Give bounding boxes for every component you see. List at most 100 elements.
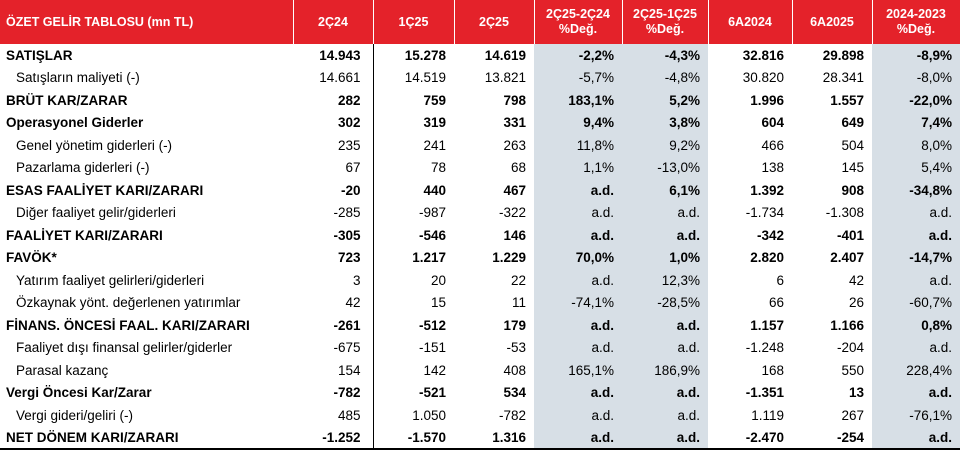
row-value: -22,0% — [872, 89, 960, 112]
header-text-line: 2024-2023 — [886, 7, 946, 21]
row-value: -1.351 — [745, 385, 784, 401]
table-row: NET DÖNEM KARI/ZARARI -1.252 -1.570 1.316 a.… — [0, 426, 960, 450]
row-value: 145 — [841, 160, 864, 176]
header-row: ÖZET GELİR TABLOSU (mn TL) 2Ç24 1Ç25 2Ç25 2Ç… — [0, 0, 960, 44]
row-value: -8,0% — [872, 66, 960, 89]
table-row: Yatırım faaliyet gelirleri/giderleri 3 20 2… — [0, 269, 960, 292]
row-value: -13,0% — [622, 156, 708, 179]
row-value: 1.157 — [750, 317, 784, 333]
row-value: -521 — [372, 381, 454, 404]
row-label: FAALİYET KARI/ZARARI — [6, 227, 163, 243]
header-title: ÖZET GELİR TABLOSU (mn TL) — [0, 0, 294, 44]
row-value: 241 — [372, 134, 454, 157]
row-value: -4,8% — [622, 66, 708, 89]
row-value: a.d. — [872, 381, 960, 404]
row-value: -204 — [836, 340, 864, 356]
table-body: SATIŞLAR 14.943 15.278 14.619 -2,2% -4,3% 32.8… — [0, 44, 960, 450]
row-value: 2.820 — [750, 250, 784, 266]
row-value: a.d. — [622, 224, 708, 247]
row-value: a.d. — [872, 426, 960, 450]
row-value: 1.316 — [454, 426, 534, 450]
row-value: 11 — [511, 295, 526, 311]
row-value: -1.570 — [372, 426, 454, 450]
row-value: -1.734 — [745, 205, 784, 221]
row-value: 15.278 — [372, 44, 454, 67]
row-value: 440 — [372, 179, 454, 202]
row-value: a.d. — [534, 201, 622, 224]
row-value: 28.341 — [822, 70, 864, 86]
row-value: 534 — [503, 385, 526, 401]
row-value: a.d. — [534, 179, 622, 202]
row-value: a.d. — [872, 201, 960, 224]
table-row: Operasyonel Giderler 302 319 331 9,4% 3,8% 604… — [0, 111, 960, 134]
row-value: a.d. — [622, 404, 708, 427]
row-value: -401 — [836, 227, 864, 243]
table-row: Vergi gideri/geliri (-) 485 1.050 -782 a.d. a… — [0, 404, 960, 427]
row-value: 263 — [503, 137, 526, 153]
row-value: 165,1% — [534, 359, 622, 382]
row-value: a.d. — [872, 224, 960, 247]
row-value: 7,4% — [872, 111, 960, 134]
header-text-line: %Değ. — [558, 22, 598, 36]
row-label: Vergi gideri/geliri (-) — [16, 407, 134, 423]
row-value: a.d. — [872, 269, 960, 292]
row-value: 42 — [345, 295, 361, 311]
row-value: 146 — [503, 227, 526, 243]
row-value: 1.996 — [750, 92, 784, 108]
row-value: -14,7% — [872, 246, 960, 269]
income-statement-table: ÖZET GELİR TABLOSU (mn TL) 2Ç24 1Ç25 2Ç25 2Ç… — [0, 0, 960, 450]
header-6m2024: 6A2024 — [708, 0, 793, 44]
row-value: a.d. — [534, 269, 622, 292]
row-value: -53 — [506, 340, 526, 356]
row-value: -1.252 — [293, 426, 373, 450]
row-value: 6 — [776, 272, 784, 288]
row-value: a.d. — [534, 404, 622, 427]
row-value: -60,7% — [872, 291, 960, 314]
row-value: -20 — [340, 182, 361, 198]
row-value: 186,9% — [622, 359, 708, 382]
row-label: Satışların maliyeti (-) — [16, 70, 140, 86]
row-label: Parasal kazanç — [16, 362, 109, 378]
row-value: -254 — [792, 426, 872, 450]
header-2024-vs-2023: 2024-2023 %Değ. — [872, 0, 960, 44]
row-label: Pazarlama giderleri (-) — [16, 160, 150, 176]
row-label: Özkaynak yönt. değerlenen yatırımlar — [16, 295, 241, 311]
row-label: NET DÖNEM KARI/ZARARI — [0, 426, 293, 450]
row-value: -987 — [372, 201, 454, 224]
row-value: 14.619 — [484, 47, 526, 63]
header-text-line: 1Ç25 — [398, 14, 429, 29]
table-row: FAALİYET KARI/ZARARI -305 -546 146 a.d. a.d. -… — [0, 224, 960, 247]
row-value: 1.217 — [372, 246, 454, 269]
table-row: FAVÖK* 723 1.217 1.229 70,0% 1,0% 2.820 2.407 -1… — [0, 246, 960, 269]
row-value: -76,1% — [872, 404, 960, 427]
row-value: -305 — [333, 227, 361, 243]
row-value: -74,1% — [534, 291, 622, 314]
row-label: Vergi Öncesi Kar/Zarar — [6, 385, 152, 401]
table-row: FİNANS. ÖNCESİ FAAL. KARI/ZARARI -261 -512… — [0, 314, 960, 337]
row-value: 14.661 — [319, 70, 361, 86]
row-value: -782 — [333, 385, 361, 401]
row-value: 5,4% — [872, 156, 960, 179]
table-row: Diğer faaliyet gelir/giderleri -285 -987 -3… — [0, 201, 960, 224]
row-value: 1.119 — [751, 407, 784, 423]
table-row: SATIŞLAR 14.943 15.278 14.619 -2,2% -4,3% 32.8… — [0, 44, 960, 67]
header-6m2025: 6A2025 — [792, 0, 873, 44]
row-value: 467 — [503, 182, 526, 198]
row-label: Diğer faaliyet gelir/giderleri — [16, 205, 176, 221]
row-value: 235 — [337, 137, 361, 153]
row-value: a.d. — [622, 426, 708, 450]
row-value: 67 — [345, 160, 361, 176]
row-value: 9,2% — [622, 134, 708, 157]
row-value: 42 — [848, 272, 864, 288]
row-value: 5,2% — [622, 89, 708, 112]
row-label: FİNANS. ÖNCESİ FAAL. KARI/ZARARI — [6, 317, 250, 333]
header-2q24: 2Ç24 — [293, 0, 374, 44]
row-value: -261 — [333, 317, 361, 333]
row-value: 319 — [372, 111, 454, 134]
row-value: -512 — [372, 314, 454, 337]
row-value: a.d. — [534, 426, 622, 450]
table-row: Vergi Öncesi Kar/Zarar -782 -521 534 a.d. a.d… — [0, 381, 960, 404]
row-value: a.d. — [622, 381, 708, 404]
row-value: -5,7% — [534, 66, 622, 89]
row-value: 3,8% — [622, 111, 708, 134]
